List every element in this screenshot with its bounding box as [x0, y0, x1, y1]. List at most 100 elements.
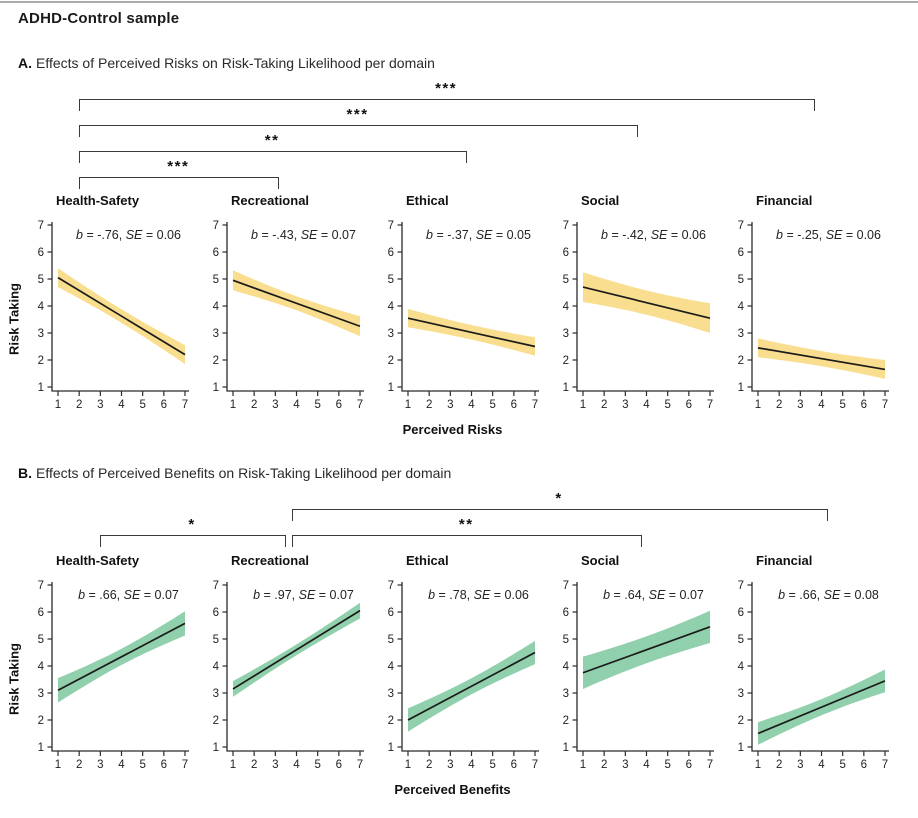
y-tick-label: 6: [563, 607, 569, 619]
x-tick-label: 5: [314, 759, 320, 771]
significance-bracket-health-safety-social: [79, 125, 638, 137]
x-tick-label: 1: [230, 399, 236, 411]
y-tick-label: 1: [38, 742, 44, 754]
significance-stars: ***: [167, 158, 190, 175]
regression-line: [57, 276, 186, 356]
panel-a-heading: A. Effects of Perceived Risks on Risk-Tak…: [18, 55, 918, 71]
x-tick-label: 4: [293, 399, 300, 411]
y-tick-label: 5: [738, 634, 744, 646]
x-tick-label: 6: [861, 759, 867, 771]
x-tick-label: 6: [686, 759, 692, 771]
plot-canvas: 1 2 3 4 5 6 7 1 2 3 4 5 6 7 b = .97, SE = 0.07: [213, 580, 364, 771]
stats-annotation: b = .78, SE = 0.06: [428, 588, 529, 602]
panel-a-letter: A.: [18, 55, 32, 71]
y-tick-label: 5: [388, 274, 394, 286]
panel-b-letter: B.: [18, 465, 32, 481]
y-tick-label: 4: [563, 661, 570, 673]
y-tick-label: 3: [388, 328, 394, 340]
axes: [401, 222, 539, 392]
figure-title: ADHD-Control sample: [18, 10, 180, 27]
y-tick-label: 5: [738, 274, 744, 286]
plot-title: Financial: [756, 193, 813, 208]
plot-title: Ethical: [406, 553, 449, 568]
y-tick-label: 4: [563, 301, 570, 313]
y-tick-label: 7: [38, 220, 44, 232]
y-tick-label: 1: [738, 742, 744, 754]
regression-line: [232, 279, 361, 328]
x-tick-label: 5: [489, 759, 495, 771]
plot-title: Social: [581, 553, 620, 568]
y-tick-label: 4: [213, 301, 220, 313]
stats-annotation: b = -.42, SE = 0.06: [601, 228, 706, 242]
y-tick-label: 2: [738, 715, 744, 727]
x-tick-label: 6: [161, 399, 167, 411]
x-tick-label: 2: [776, 759, 782, 771]
plot-canvas: 1 2 3 4 5 6 7 1 2 3 4 5 6 7 b = -.43, SE = 0.07: [213, 220, 364, 411]
axes: [226, 222, 364, 392]
axes: [51, 582, 189, 752]
y-tick-label: 4: [38, 661, 45, 673]
y-tick-label: 2: [563, 355, 569, 367]
stats-annotation: b = -.37, SE = 0.05: [426, 228, 531, 242]
x-tick-label: 6: [686, 399, 692, 411]
subplot-financial: Financial 1 2 3 4 5 6 7 1 2 3 4 5 6 7 b = -.25, SE = 0.…: [730, 193, 905, 420]
stats-annotation: b = -.43, SE = 0.07: [251, 228, 356, 242]
x-tick-label: 3: [797, 759, 803, 771]
axes: [751, 582, 889, 752]
significance-bracket-health-safety-recreational: [79, 177, 280, 189]
x-tick-label: 1: [55, 759, 61, 771]
y-tick-label: 2: [213, 715, 219, 727]
plot-canvas: 1 2 3 4 5 6 7 1 2 3 4 5 6 7 b = -.76, SE = 0.06: [38, 220, 189, 411]
x-tick-label: 6: [511, 759, 517, 771]
stats-annotation: b = .64, SE = 0.07: [603, 588, 704, 602]
stats-annotation: b = .66, SE = 0.07: [78, 588, 179, 602]
y-tick-label: 1: [213, 382, 219, 394]
x-tick-label: 1: [580, 399, 586, 411]
y-tick-label: 7: [738, 220, 744, 232]
plot-title: Social: [581, 193, 620, 208]
x-tick-label: 4: [118, 759, 125, 771]
plot-canvas: 1 2 3 4 5 6 7 1 2 3 4 5 6 7 b = .78, SE = 0.06: [388, 580, 539, 771]
x-tick-label: 3: [97, 399, 103, 411]
y-tick-label: 2: [388, 715, 394, 727]
y-tick-label: 3: [563, 688, 569, 700]
regression-line: [57, 622, 186, 692]
plot-canvas: 1 2 3 4 5 6 7 1 2 3 4 5 6 7 b = -.42, SE = 0.06: [563, 220, 714, 411]
panel-b-perceived-benefits: B. Effects of Perceived Benefits on Risk-…: [0, 465, 918, 797]
x-tick-label: 4: [293, 759, 300, 771]
significance-stars: **: [264, 132, 280, 149]
x-tick-label: 4: [818, 759, 825, 771]
x-tick-label: 4: [818, 399, 825, 411]
panel-a-plots: Health-Safety 1 2 3 4 5 6 7 1 2 3 4 5 6 7 b = -.76, SE …: [30, 193, 918, 420]
x-tick-label: 4: [118, 399, 125, 411]
top-rule: [0, 1, 918, 3]
plot-canvas: 1 2 3 4 5 6 7 1 2 3 4 5 6 7 b = .66, SE = 0.07: [38, 580, 189, 771]
x-tick-label: 2: [426, 759, 432, 771]
regression-line: [407, 317, 536, 348]
plot-title: Health-Safety: [56, 553, 140, 568]
x-tick-label: 7: [707, 759, 713, 771]
y-tick-label: 1: [738, 382, 744, 394]
y-tick-label: 4: [213, 661, 220, 673]
x-tick-label: 2: [426, 399, 432, 411]
y-tick-label: 6: [213, 607, 219, 619]
y-tick-label: 1: [388, 742, 394, 754]
y-tick-label: 5: [38, 274, 44, 286]
x-tick-label: 5: [664, 399, 670, 411]
panel-a-perceived-risks: A. Effects of Perceived Risks on Risk-Tak…: [0, 55, 918, 437]
x-tick-label: 5: [839, 759, 845, 771]
panel-b-heading: B. Effects of Perceived Benefits on Risk-…: [18, 465, 918, 481]
regression-line: [232, 609, 361, 690]
y-tick-label: 7: [213, 220, 219, 232]
y-tick-label: 6: [388, 607, 394, 619]
significance-bracket-health-safety-ethical: [79, 151, 468, 163]
x-tick-label: 3: [272, 759, 278, 771]
panel-b-significance-brackets: * ** *: [0, 491, 918, 553]
subplot-recreational: Recreational 1 2 3 4 5 6 7 1 2 3 4 5 6 7 b = .97, SE = …: [205, 553, 380, 780]
stats-annotation: b = .66, SE = 0.08: [778, 588, 879, 602]
x-tick-label: 4: [643, 759, 650, 771]
axes: [576, 582, 714, 752]
x-tick-label: 4: [468, 399, 475, 411]
regression-line: [582, 626, 711, 674]
y-tick-label: 1: [38, 382, 44, 394]
